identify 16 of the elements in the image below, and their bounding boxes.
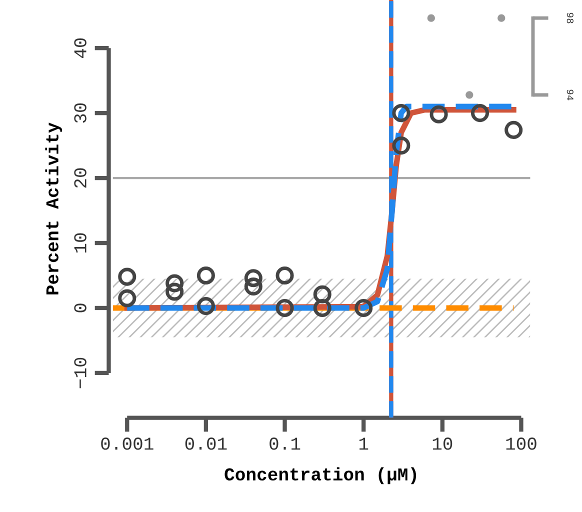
y-tick-label: −10 (74, 358, 86, 388)
y-tick-label: 0 (74, 304, 86, 312)
x-tick-label: 0.1 (270, 438, 300, 450)
y-tick-label: 30 (74, 103, 86, 123)
y-axis-title: Percent Activity (45, 122, 62, 294)
y-tick-label: 40 (74, 38, 86, 58)
y2-tick-label: 98 (566, 12, 574, 24)
y-tick-label: 20 (74, 168, 86, 188)
y-tick-label: 10 (74, 233, 86, 253)
x-tick-label: 100 (506, 438, 536, 450)
x-tick-label: 10 (432, 438, 452, 450)
x-axis-title: Concentration (μM) (224, 467, 416, 484)
x-tick-label: 0.01 (185, 438, 227, 450)
x-tick-label: 1 (359, 438, 368, 450)
y2-tick-label: 94 (566, 90, 574, 100)
x-tick-label: 0.001 (101, 438, 154, 450)
